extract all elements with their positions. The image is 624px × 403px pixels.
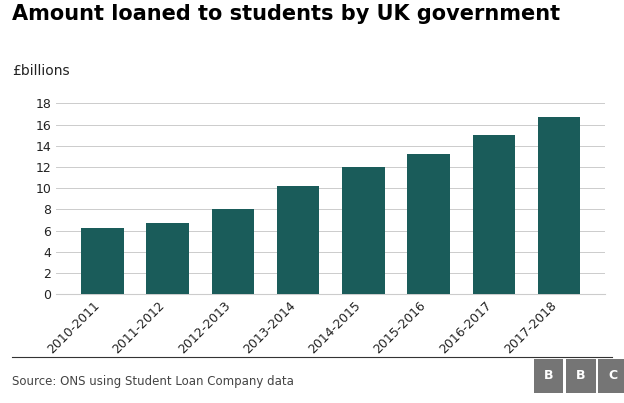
Text: £billions: £billions	[12, 64, 70, 79]
Bar	[538, 117, 580, 294]
Bar	[277, 186, 319, 294]
Bar	[407, 154, 450, 294]
Text: Source: ONS using Student Loan Company data: Source: ONS using Student Loan Company d…	[12, 375, 295, 388]
Text: C: C	[609, 369, 618, 382]
Bar	[81, 229, 124, 294]
Text: B: B	[576, 369, 586, 382]
Bar	[472, 135, 515, 294]
Text: Amount loaned to students by UK government: Amount loaned to students by UK governme…	[12, 4, 560, 24]
Bar	[212, 209, 254, 294]
Bar	[342, 167, 384, 294]
Text: B: B	[544, 369, 553, 382]
Bar	[147, 223, 189, 294]
